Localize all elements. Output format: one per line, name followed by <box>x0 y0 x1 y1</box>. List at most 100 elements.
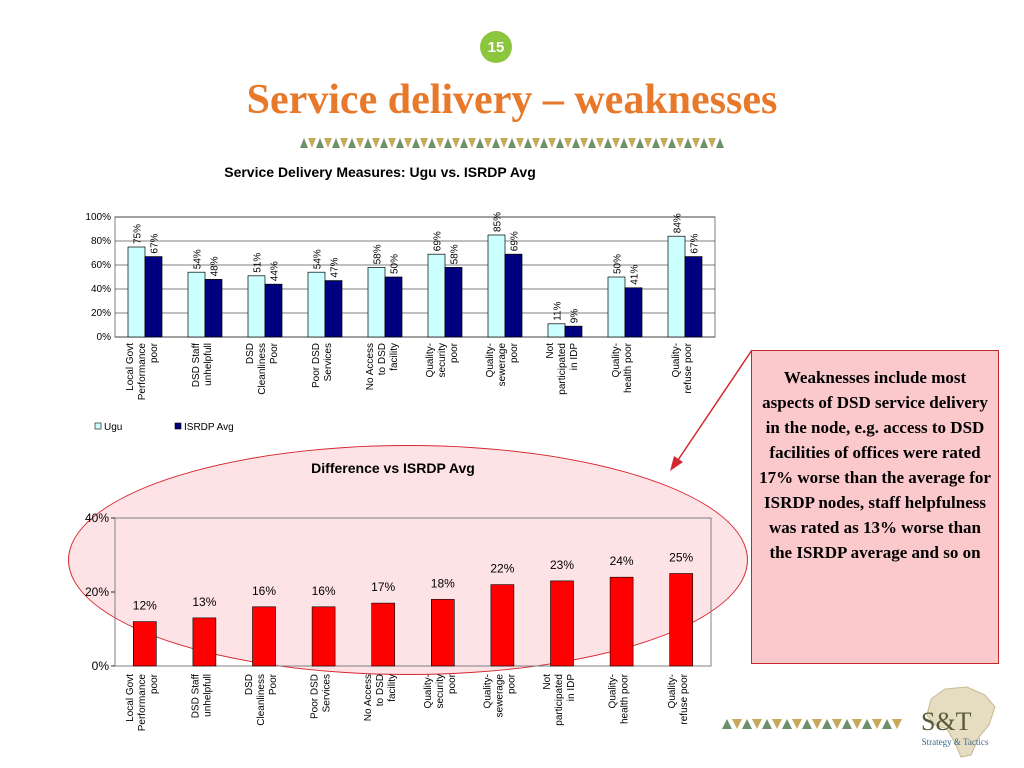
border-triangle <box>802 719 812 729</box>
border-triangle <box>772 719 782 729</box>
border-triangle <box>596 138 604 148</box>
border-triangle <box>752 719 762 729</box>
chart1-data-label: 69% <box>433 231 444 251</box>
chart1-category-label: Poor DSDServices <box>311 343 334 388</box>
chart1-bar-isrdp <box>144 256 163 338</box>
border-triangle <box>620 138 628 148</box>
logo-mark: S&T <box>921 707 972 736</box>
chart1-category-label: No Accessto DSDfacility <box>365 343 400 390</box>
border-triangle <box>300 138 308 148</box>
chart1-data-label: 69% <box>510 231 521 251</box>
chart1-ytick-label: 60% <box>91 260 111 271</box>
border-triangle <box>676 138 684 148</box>
chart2-category-label: Quality-health poor <box>608 673 631 724</box>
chart2-data-label: 18% <box>431 576 455 590</box>
border-triangle <box>700 138 708 148</box>
chart1-data-label: 48% <box>210 256 221 276</box>
chart2-bar <box>371 602 396 667</box>
chart2-category-label: DSDCleanlinessPoor <box>244 673 279 725</box>
border-triangle <box>412 138 420 148</box>
border-triangle <box>892 719 902 729</box>
chart1-data-label: 41% <box>630 265 641 285</box>
border-triangle <box>484 138 492 148</box>
chart1-ytick-label: 40% <box>91 284 111 295</box>
chart1-legend-label: ISRDP Avg <box>184 422 234 433</box>
border-triangle <box>324 138 332 148</box>
chart1-ytick-label: 20% <box>91 308 111 319</box>
chart1-data-label: 50% <box>613 254 624 274</box>
border-triangle <box>572 138 580 148</box>
border-triangle <box>356 138 364 148</box>
chart2-data-label: 12% <box>133 599 157 613</box>
chart1-bar-isrdp <box>564 325 583 338</box>
chart1-data-label: 47% <box>330 257 341 277</box>
border-triangle <box>348 138 356 148</box>
border-triangle <box>722 719 732 729</box>
border-triangle <box>516 138 524 148</box>
border-triangle <box>862 719 872 729</box>
border-triangle <box>428 138 436 148</box>
chart1-bar-isrdp <box>624 287 643 338</box>
chart2-category-label: No Accessto DSDfacility <box>363 674 398 721</box>
chart1-bar-isrdp <box>264 283 283 338</box>
chart1-data-label: 85% <box>493 212 504 232</box>
border-triangle <box>524 138 532 148</box>
border-triangle <box>548 138 556 148</box>
chart1-title: Service Delivery Measures: Ugu vs. ISRDP… <box>224 164 536 180</box>
chart1-data-label: 75% <box>133 224 144 244</box>
border-triangle <box>732 719 742 729</box>
border-triangle <box>364 138 372 148</box>
chart1-bar-isrdp <box>504 253 523 338</box>
logo-tagline: Strategy & Tactics <box>921 737 989 747</box>
border-triangle <box>872 719 882 729</box>
chart1-category-label: DSD Staffunhelpfull <box>191 343 214 387</box>
chart1-bar-isrdp <box>324 280 343 338</box>
weakness-callout: Weaknesses include most aspects of DSD s… <box>751 350 999 664</box>
chart1-legend-swatch <box>174 422 182 430</box>
chart2-data-label: 23% <box>550 558 574 572</box>
border-triangle <box>812 719 822 729</box>
border-triangle <box>340 138 348 148</box>
chart1-bar-ugu <box>547 323 566 338</box>
border-triangle <box>564 138 572 148</box>
chart2-data-label: 24% <box>610 554 634 568</box>
border-triangle <box>380 138 388 148</box>
chart1-category-label: Notparticipatedin IDP <box>545 343 580 395</box>
page-number-badge: 15 <box>480 31 512 63</box>
chart2-category-label: Quality-securitypoor <box>423 673 458 708</box>
chart1-data-label: 11% <box>553 301 564 320</box>
chart1-bar-isrdp <box>444 267 463 338</box>
border-triangle <box>532 138 540 148</box>
chart2-bar <box>192 617 217 667</box>
page-number: 15 <box>487 38 505 56</box>
border-triangle <box>832 719 842 729</box>
chart2-title: Difference vs ISRDP Avg <box>311 460 475 476</box>
chart2-bar <box>133 621 157 667</box>
chart1-data-label: 58% <box>373 244 384 264</box>
chart2-category-label: Notparticipatedin IDP <box>542 674 577 726</box>
chart1-category-label: DSDCleanlinessPoor <box>245 342 280 394</box>
chart1-data-label: 67% <box>690 233 701 253</box>
border-triangle <box>742 719 752 729</box>
chart2-bar <box>311 606 336 667</box>
chart1-data-label: 84% <box>673 213 684 233</box>
chart1-data-label: 50% <box>390 254 401 274</box>
chart2-category-label: Quality-seweragepoor <box>482 673 517 717</box>
border-triangle <box>476 138 484 148</box>
chart2-data-label: 22% <box>490 562 514 576</box>
border-triangle <box>500 138 508 148</box>
chart1-bar-ugu <box>307 271 326 338</box>
border-triangle <box>492 138 500 148</box>
border-triangle <box>388 138 396 148</box>
slide-title: Service delivery – weaknesses <box>246 77 778 123</box>
border-triangle <box>628 138 636 148</box>
chart1-data-label: 9% <box>570 309 581 324</box>
chart1-bar-ugu <box>607 276 626 338</box>
border-triangle <box>604 138 612 148</box>
chart1-category-label: Quality-refuse poor <box>671 342 694 393</box>
border-triangle <box>652 138 660 148</box>
border-triangle <box>684 138 692 148</box>
chart1-ytick-label: 100% <box>85 212 111 223</box>
border-triangle <box>372 138 380 148</box>
chart2-category-label: Local GovtPerformancepoor <box>125 673 160 731</box>
